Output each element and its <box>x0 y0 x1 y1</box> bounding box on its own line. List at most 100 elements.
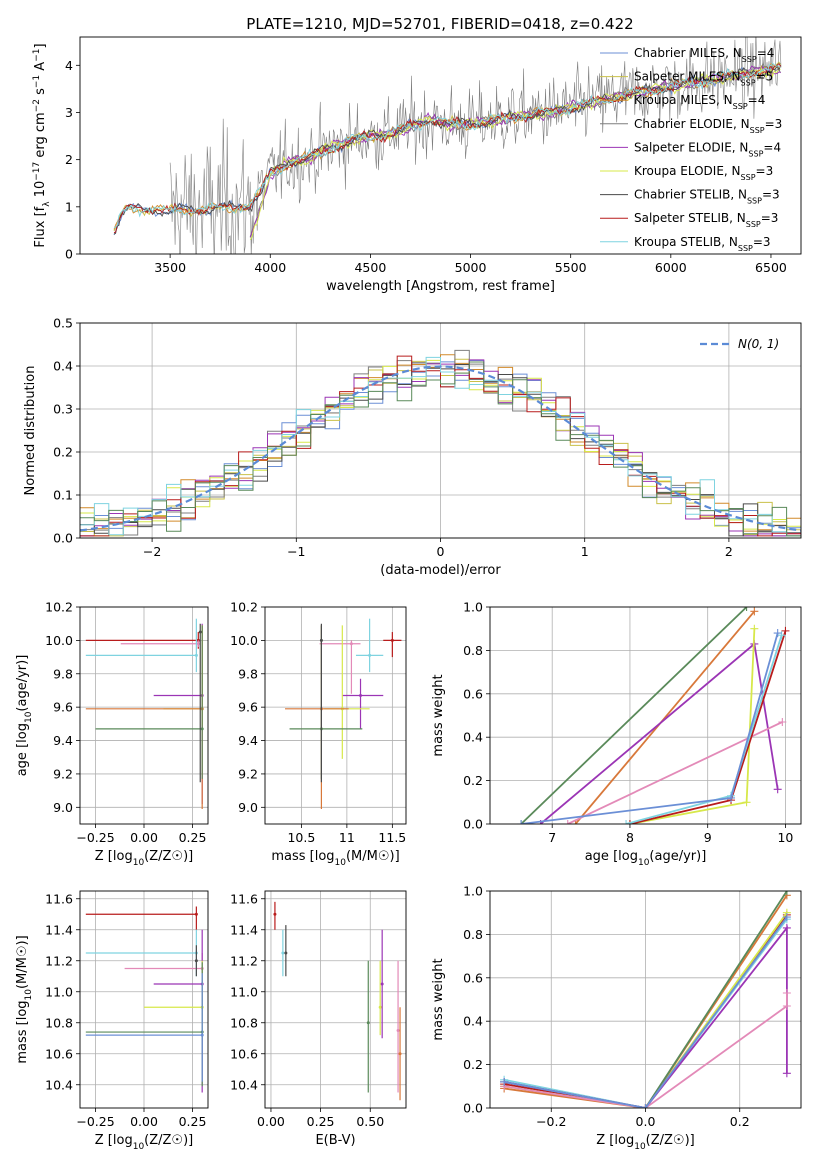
plus-marker <box>625 820 634 824</box>
plus-marker <box>781 626 790 635</box>
series-line <box>520 632 779 824</box>
x-tick-label: 4000 <box>254 260 286 275</box>
data-point <box>368 653 372 657</box>
panel-mass_weight_vs_age: 7 8 9 10 0.0 0.2 0.4 0.6 0.8 1.0 age [log10(age/yr… <box>431 600 802 868</box>
data-point <box>281 951 285 955</box>
legend-label: Kroupa ELODIE, NSSP=3 <box>634 164 773 182</box>
x-tick-label: 7 <box>548 830 556 845</box>
plot-frame <box>79 606 209 825</box>
y-tick-label: 11.2 <box>230 953 258 968</box>
y-axis-label: age [log10(age/yr)] <box>15 655 34 777</box>
y-tick-label: 11.6 <box>45 891 73 906</box>
x-tick-label: 6000 <box>655 260 687 275</box>
plus-marker <box>571 820 580 824</box>
y-tick-label: 1.0 <box>463 884 483 899</box>
y-tick-label: 9.2 <box>238 766 258 781</box>
x-tick-label: 9 <box>704 830 712 845</box>
plus-marker <box>563 820 572 824</box>
data-point <box>194 912 198 916</box>
y-tick-label: 11.4 <box>45 922 73 937</box>
plus-marker <box>782 913 791 922</box>
data-point <box>198 630 202 634</box>
y-tick-label: 1 <box>65 199 73 214</box>
x-tick-label: 3500 <box>154 260 186 275</box>
y-tick-label: 10.4 <box>230 1077 258 1092</box>
y-tick-label: 0.0 <box>463 1101 483 1116</box>
errorbars <box>285 618 402 809</box>
x-axis-label: age [log10(age/yr)] <box>585 849 707 868</box>
x-tick-label: −1 <box>287 544 305 559</box>
plus-marker <box>782 1002 791 1011</box>
plot-frame <box>489 890 802 1109</box>
y-tick-label: 0.8 <box>463 927 483 942</box>
x-tick-label: 0.25 <box>179 1114 207 1129</box>
x-tick-label: −0.25 <box>76 1114 114 1129</box>
spectrum-lines <box>113 37 782 254</box>
y-tick-label: 10.2 <box>45 600 73 615</box>
legend-label: N(0, 1) <box>738 337 779 351</box>
histogram-kroupa_stelib <box>80 356 801 537</box>
panel-age_vs_mass: 10.5 11 11.5 9.0 9.2 9.4 9.6 9.8 10.0 10.2 mass [l… <box>230 600 407 868</box>
x-axis-label: (data-model)/error <box>380 563 501 578</box>
y-tick-label: 0.5 <box>53 316 73 331</box>
y-tick-label: 0.4 <box>463 1014 483 1029</box>
data-point <box>200 1033 204 1037</box>
x-tick-label: 5500 <box>555 260 587 275</box>
x-tick-label: 0.50 <box>356 1114 384 1129</box>
series-line <box>520 607 748 824</box>
x-tick-label: 0.00 <box>130 830 158 845</box>
model-line-kroupa_stelib <box>113 62 781 229</box>
data-point <box>319 638 323 642</box>
data-point <box>273 912 277 916</box>
y-tick-label: 11.4 <box>230 922 258 937</box>
y-tick-label: 10.6 <box>45 1046 73 1061</box>
panel-spectrum: 3500 4000 4500 5000 5500 6000 6500 0 1 2 3 4 wavelen… <box>32 36 802 294</box>
model-line-salpeter_elodie <box>249 65 781 238</box>
x-tick-label: 0.00 <box>257 1114 285 1129</box>
data-point <box>200 727 204 731</box>
y-tick-label: 0.3 <box>53 402 73 417</box>
y-tick-label: 10.8 <box>45 1015 73 1030</box>
plus-marker <box>517 820 526 824</box>
y-tick-label: 2 <box>65 152 73 167</box>
legend-label: Kroupa STELIB, NSSP=3 <box>634 235 771 253</box>
plus-marker <box>750 624 759 633</box>
y-tick-label: 11.6 <box>230 891 258 906</box>
y-tick-label: 3 <box>65 105 73 120</box>
panel-mass_vs_ebv: 0.00 0.25 0.50 10.4 10.6 10.8 11.0 11.2 11.4 11.6… <box>230 890 407 1148</box>
y-tick-label: 0.4 <box>463 730 483 745</box>
legend-label: Salpeter STELIB, NSSP=3 <box>634 211 778 229</box>
x-tick-label: −2 <box>143 544 161 559</box>
x-tick-label: 0.25 <box>307 1114 335 1129</box>
plot-frame <box>264 606 407 825</box>
data-point <box>349 642 353 646</box>
weight-lines <box>500 891 791 1108</box>
plot-frame <box>264 890 407 1109</box>
legend-label: Kroupa MILES, NSSP=4 <box>634 93 765 111</box>
x-tick-label: 0 <box>437 544 445 559</box>
plus-marker <box>773 785 782 794</box>
normal-curve <box>80 365 801 532</box>
data-point <box>196 642 200 646</box>
y-tick-label: 9.2 <box>53 766 73 781</box>
x-tick-label: −0.2 <box>536 1114 566 1129</box>
data-point <box>194 653 198 657</box>
plus-marker <box>782 923 791 932</box>
data-point <box>396 1029 400 1032</box>
histogram-green <box>80 361 801 537</box>
y-tick-label: 0.0 <box>463 817 483 832</box>
figure-title: PLATE=1210, MJD=52701, FIBERID=0418, z=0… <box>246 15 633 33</box>
x-tick-label: 4500 <box>354 260 386 275</box>
data-point <box>194 959 198 963</box>
y-axis-label: mass weight <box>431 958 446 1040</box>
y-axis-label: mass weight <box>431 674 446 756</box>
x-tick-label: 11.5 <box>378 830 406 845</box>
x-axis-label: Z [log10(Z/Z☉)] <box>95 1133 193 1152</box>
plus-marker <box>742 798 751 807</box>
x-tick-label: 0.25 <box>179 830 207 845</box>
plus-marker <box>778 718 787 727</box>
data-point <box>366 1021 370 1025</box>
plus-marker <box>727 793 736 802</box>
data-point <box>359 693 363 697</box>
